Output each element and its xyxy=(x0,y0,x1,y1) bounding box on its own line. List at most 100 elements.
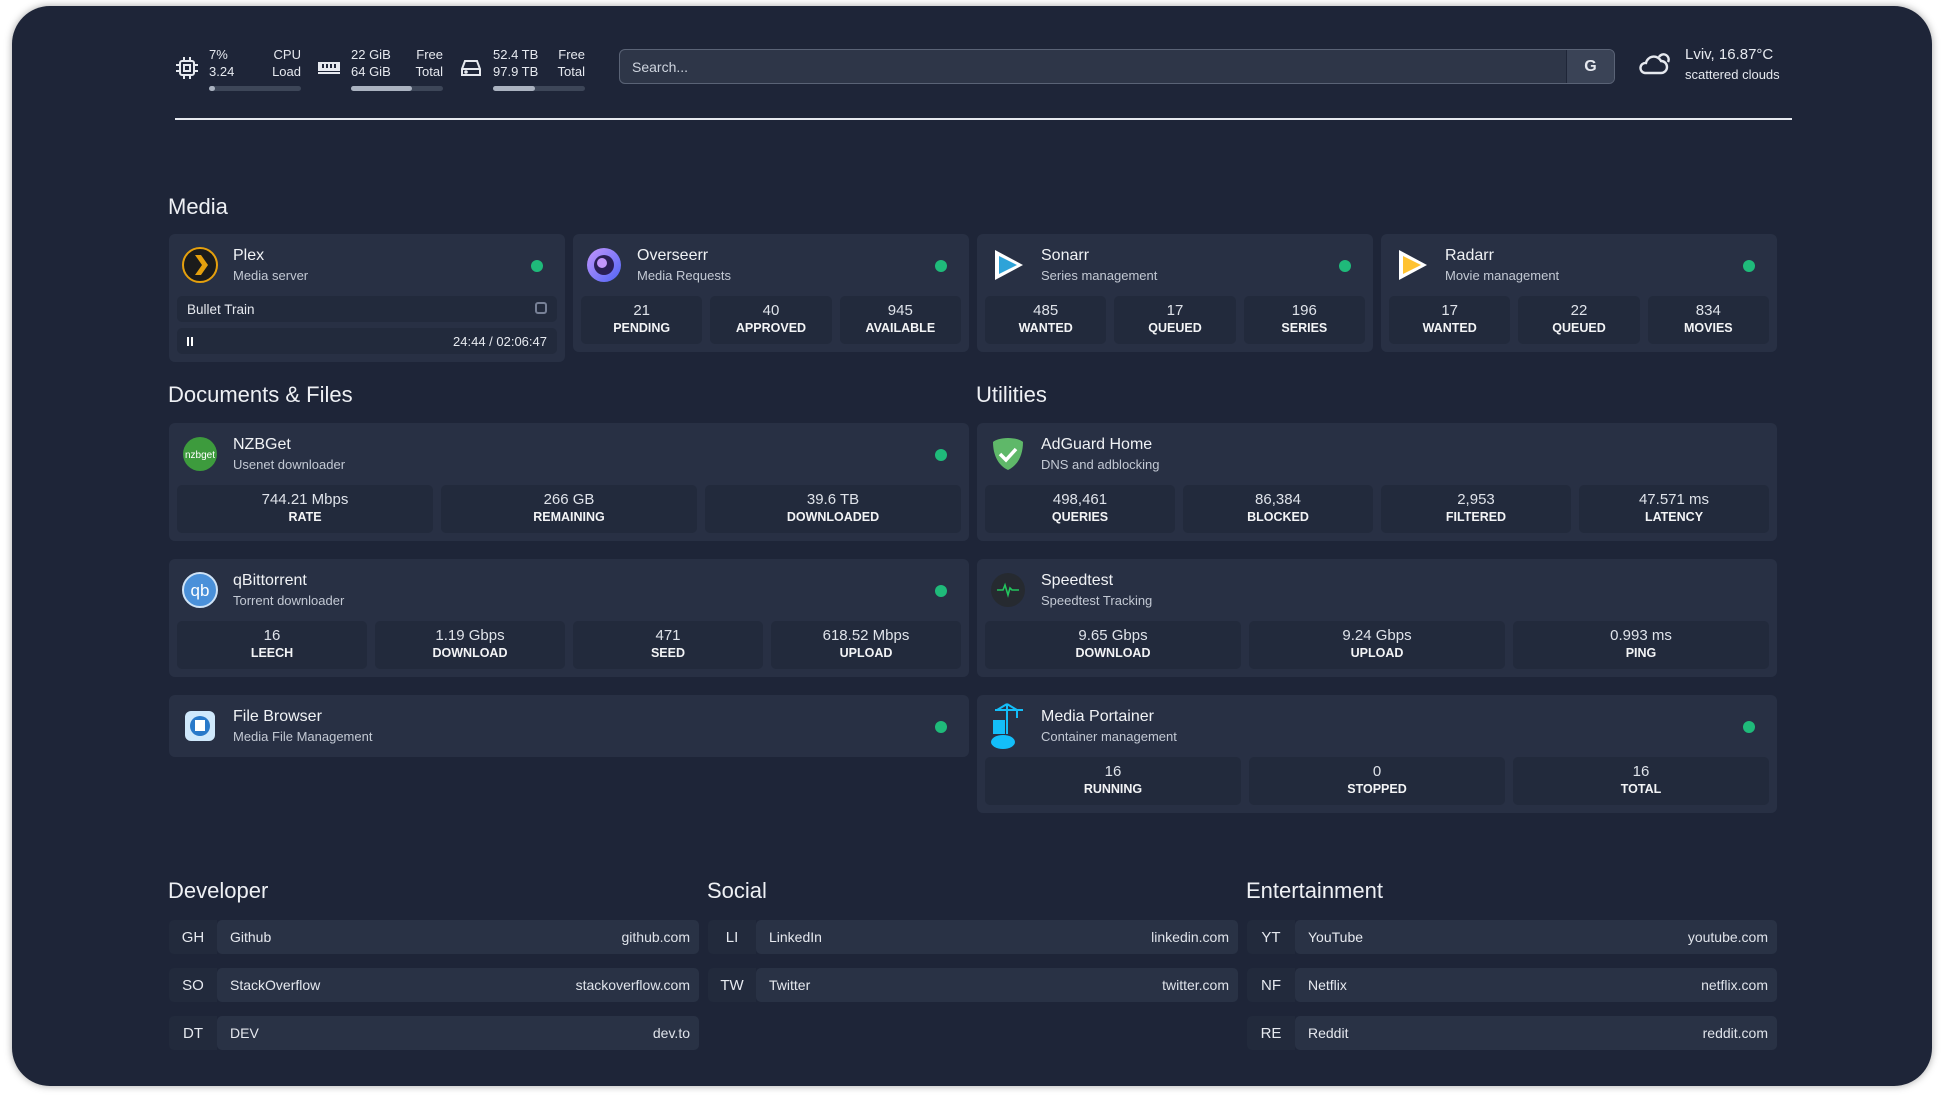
bookmark-linkedin[interactable]: LI LinkedIn linkedin.com xyxy=(708,920,1238,954)
card-text: Plex Media server xyxy=(233,247,308,283)
disk-total: 97.9 TB xyxy=(493,64,539,79)
disk-bar xyxy=(493,86,585,91)
service-title[interactable]: Media Portainer xyxy=(1041,708,1154,725)
stat-block: 22 QUEUED xyxy=(1518,296,1640,344)
bookmark-twitter[interactable]: TW Twitter twitter.com xyxy=(708,968,1238,1002)
bookmark-reddit[interactable]: RE Reddit reddit.com xyxy=(1247,1016,1777,1050)
bookmark-link[interactable]: Twitter twitter.com xyxy=(756,968,1238,1002)
service-title[interactable]: Sonarr xyxy=(1041,247,1090,264)
bookmark-url: dev.to xyxy=(652,1025,690,1041)
service-title[interactable]: Radarr xyxy=(1445,247,1494,264)
service-card-nzbget[interactable]: nzbget NZBGet Usenet downloader 744.21 Mbps… xyxy=(169,423,969,541)
service-title[interactable]: AdGuard Home xyxy=(1041,436,1153,453)
bookmark-link[interactable]: Github github.com xyxy=(217,920,699,954)
section-title-media: Media xyxy=(168,194,228,219)
stat-value: 744.21 Mbps xyxy=(261,491,349,508)
bookmark-link[interactable]: LinkedIn linkedin.com xyxy=(756,920,1238,954)
bookmark-link[interactable]: Netflix netflix.com xyxy=(1295,968,1777,1002)
stat-value: 1.19 Gbps xyxy=(435,627,505,644)
card-header: qb qBittorrent Torrent downloader xyxy=(177,559,961,621)
card-text: NZBGet Usenet downloader xyxy=(233,436,345,472)
card-header: Radarr Movie management xyxy=(1389,234,1769,296)
service-subtitle: Speedtest Tracking xyxy=(1041,593,1153,608)
stat-value: 471 xyxy=(655,627,681,644)
disk-bar-fill xyxy=(493,86,536,91)
stats-row: 498,461 QUERIES 86,384 BLOCKED 2,953 FILTERED… xyxy=(985,485,1769,533)
stat-label: STOPPED xyxy=(1347,782,1407,796)
bookmark-link[interactable]: DEV dev.to xyxy=(217,1016,699,1050)
service-title[interactable]: File Browser xyxy=(233,708,322,725)
stats-row: 16 LEECH 1.19 Gbps DOWNLOAD 471 SEED 618.52 Mb… xyxy=(177,621,961,669)
card-header: Sonarr Series management xyxy=(985,234,1365,296)
weather-location-temp: Lviv, 16.87°C xyxy=(1685,46,1774,63)
stat-label: QUEUED xyxy=(1148,321,1202,335)
stat-block: 17 WANTED xyxy=(1389,296,1511,344)
service-card-radarr[interactable]: Radarr Movie management 17 WANTED 22 QUEUED 83… xyxy=(1381,234,1777,352)
service-card-media-portainer[interactable]: Media Portainer Container management 16 RUN… xyxy=(977,695,1777,813)
bookmark-dev[interactable]: DT DEV dev.to xyxy=(169,1016,699,1050)
bookmark-github[interactable]: GH Github github.com xyxy=(169,920,699,954)
service-card-overseerr[interactable]: Overseerr Media Requests 21 PENDING 40 APPROV… xyxy=(573,234,969,352)
service-title[interactable]: Overseerr xyxy=(637,247,709,264)
search-input[interactable] xyxy=(620,50,1566,83)
service-title[interactable]: Plex xyxy=(233,247,265,264)
speedtest-icon xyxy=(989,571,1027,609)
playback-time: 24:44 / 02:06:47 xyxy=(453,333,547,349)
service-subtitle: DNS and adblocking xyxy=(1041,457,1160,472)
google-search-button[interactable]: G xyxy=(1566,50,1614,83)
bookmark-url: stackoverflow.com xyxy=(575,977,690,993)
stat-label: QUERIES xyxy=(1051,510,1109,524)
status-indicator xyxy=(531,260,543,272)
stats-row: 9.65 Gbps DOWNLOAD 9.24 Gbps UPLOAD 0.993 ms… xyxy=(985,621,1769,669)
bookmark-name: LinkedIn xyxy=(769,929,822,945)
stats-row: 485 WANTED 17 QUEUED 196 SERIES xyxy=(985,296,1365,344)
service-card-file-browser[interactable]: File Browser Media File Management xyxy=(169,695,969,757)
bookmark-url: netflix.com xyxy=(1701,977,1768,993)
bookmark-link[interactable]: YouTube youtube.com xyxy=(1295,920,1777,954)
stat-block: 1.19 Gbps DOWNLOAD xyxy=(375,621,565,669)
stat-label: PENDING xyxy=(613,321,671,335)
bookmark-link[interactable]: Reddit reddit.com xyxy=(1295,1016,1777,1050)
cpu-icon xyxy=(175,56,199,80)
memory-total: 64 GiB xyxy=(351,64,391,79)
disk-widget: 52.4 TB 97.9 TB Free Total xyxy=(459,46,585,91)
status-indicator xyxy=(1743,721,1755,733)
service-card-speedtest[interactable]: Speedtest Speedtest Tracking 9.65 Gbps DOWN… xyxy=(977,559,1777,677)
service-title[interactable]: NZBGet xyxy=(233,436,291,453)
stat-label: AVAILABLE xyxy=(865,321,936,335)
free-label: Free xyxy=(416,47,443,62)
adguard-icon xyxy=(989,435,1027,473)
stat-label: SEED xyxy=(650,646,686,660)
pause-icon[interactable] xyxy=(187,336,193,346)
section-title-social: Social xyxy=(707,878,767,903)
service-card-plex[interactable]: Plex Media server Bullet Train 24:44 / 02:0… xyxy=(169,234,565,362)
settings-icon[interactable] xyxy=(535,302,547,314)
stat-value: 834 xyxy=(1695,302,1721,319)
bookmark-youtube[interactable]: YT YouTube youtube.com xyxy=(1247,920,1777,954)
bookmark-url: github.com xyxy=(621,929,690,945)
service-title[interactable]: Speedtest xyxy=(1041,572,1114,589)
stat-block: 498,461 QUERIES xyxy=(985,485,1175,533)
bookmark-stackoverflow[interactable]: SO StackOverflow stackoverflow.com xyxy=(169,968,699,1002)
bookmark-link[interactable]: StackOverflow stackoverflow.com xyxy=(217,968,699,1002)
bookmark-abbreviation: SO xyxy=(169,968,217,1002)
stat-block: 618.52 Mbps UPLOAD xyxy=(771,621,961,669)
stat-block: 40 APPROVED xyxy=(710,296,832,344)
service-card-qbittorrent[interactable]: qb qBittorrent Torrent downloader 16 LEECH 1.… xyxy=(169,559,969,677)
total-label: Total xyxy=(557,64,585,79)
stat-value: 17 xyxy=(1166,302,1184,319)
card-header: Overseerr Media Requests xyxy=(581,234,961,296)
stat-block: 266 GB REMAINING xyxy=(441,485,697,533)
bookmark-netflix[interactable]: NF Netflix netflix.com xyxy=(1247,968,1777,1002)
stat-block: 39.6 TB DOWNLOADED xyxy=(705,485,961,533)
stats-row: 744.21 Mbps RATE 266 GB REMAINING 39.6 TB DOW… xyxy=(177,485,961,533)
service-card-sonarr[interactable]: Sonarr Series management 485 WANTED 17 QUEUED… xyxy=(977,234,1373,352)
card-header: nzbget NZBGet Usenet downloader xyxy=(177,423,961,485)
total-label: Total xyxy=(415,64,443,79)
service-title[interactable]: qBittorrent xyxy=(233,572,307,589)
stat-value: 2,953 xyxy=(1457,491,1495,508)
service-card-adguard-home[interactable]: AdGuard Home DNS and adblocking 498,461 QUE… xyxy=(977,423,1777,541)
nzbget-icon: nzbget xyxy=(181,435,219,473)
memory-bar xyxy=(351,86,443,91)
bookmark-name: DEV xyxy=(230,1025,259,1041)
